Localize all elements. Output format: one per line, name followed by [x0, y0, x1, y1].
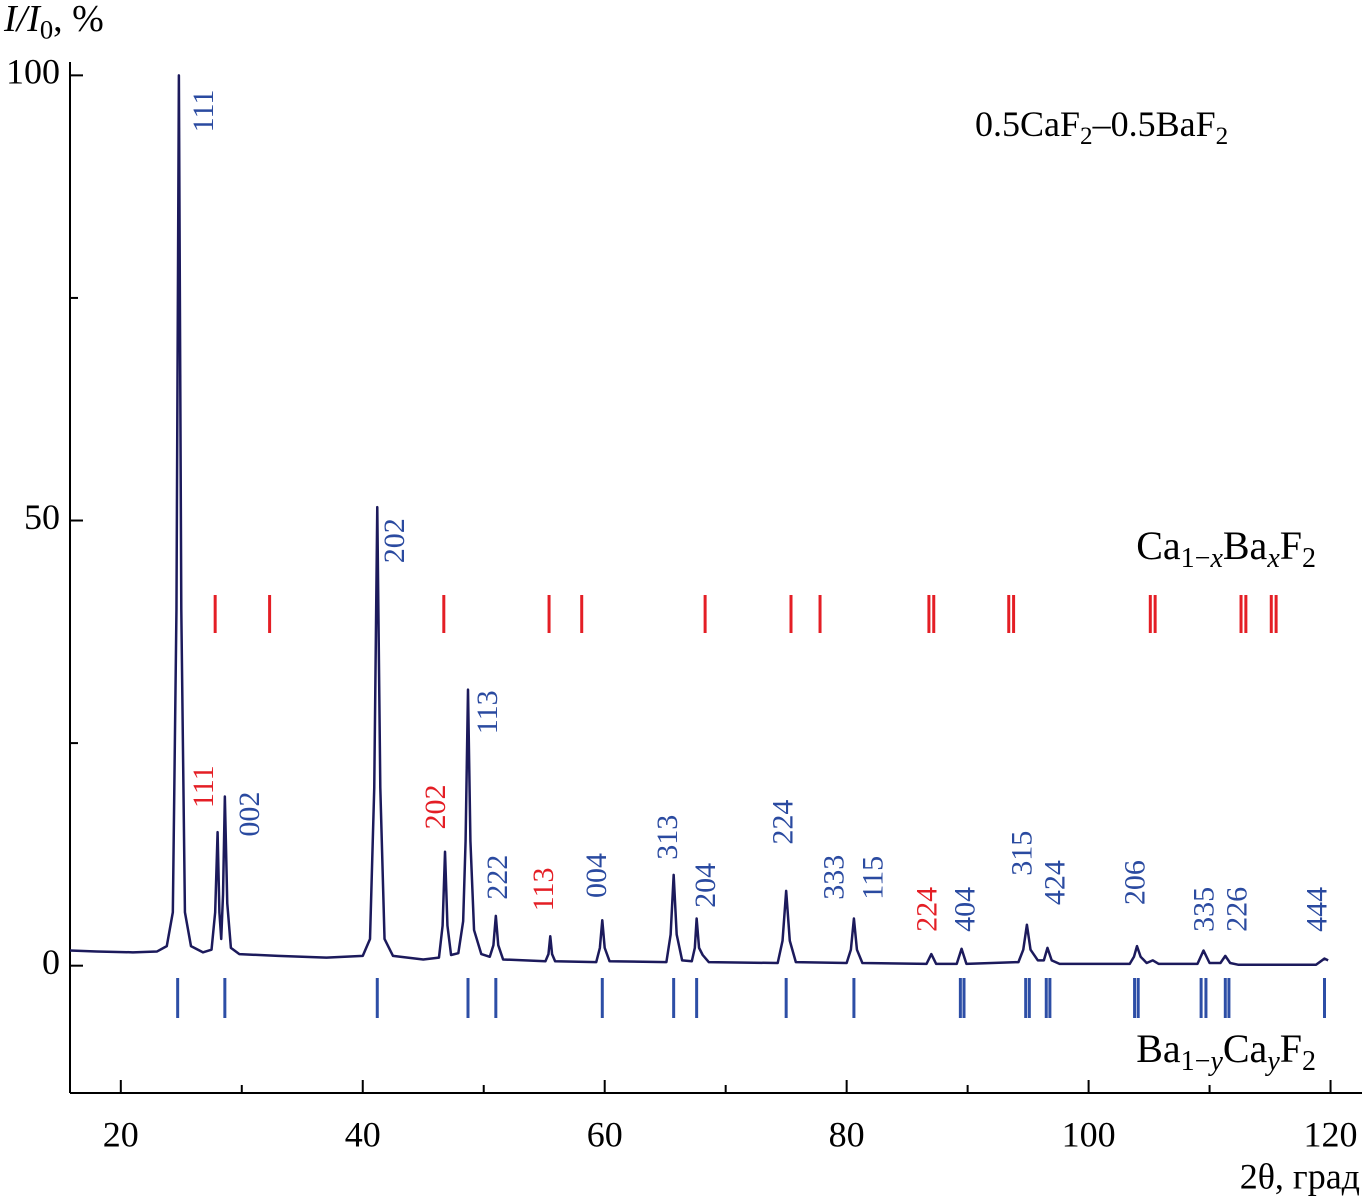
peak-label: 335 — [1188, 887, 1221, 932]
phase-label-part: Ca — [1136, 523, 1181, 568]
peak-label: 115 — [857, 856, 890, 900]
y-axis-label: I/I0, % — [3, 0, 104, 45]
y-tick-label: 0 — [42, 942, 60, 982]
y-axis-label-part: , % — [53, 0, 104, 40]
phase-label-part: 2 — [1302, 544, 1316, 575]
chart-title-part: –0.5BaF — [1092, 104, 1216, 144]
peak-label: 404 — [949, 887, 982, 932]
peak-label: 113 — [471, 690, 504, 734]
phase-label-part: x — [1209, 544, 1223, 575]
peak-label: 004 — [580, 853, 613, 898]
phase-label-part: y — [1207, 1047, 1223, 1078]
peak-label: 222 — [481, 855, 514, 900]
x-tick-label: 60 — [587, 1114, 623, 1154]
x-tick-label: 80 — [829, 1114, 865, 1154]
phase-label: Ca1−xBaxF2 — [1136, 523, 1316, 574]
peak-label: 226 — [1221, 887, 1254, 932]
y-tick-label: 50 — [24, 497, 60, 537]
chart-title: 0.5CaF2–0.5BaF2 — [975, 104, 1228, 150]
peak-label: 111 — [187, 90, 220, 133]
phase-label-part: Ca — [1223, 1026, 1268, 1071]
pattern-line — [69, 74, 1329, 967]
y-axis-label-part: I/I — [3, 0, 42, 40]
peak-label: 315 — [1006, 831, 1039, 876]
peak-label: 202 — [419, 784, 452, 829]
peak-label: 333 — [818, 855, 851, 900]
phase-label-part: Ba — [1223, 523, 1268, 568]
phase-label: Ba1−yCayF2 — [1136, 1026, 1316, 1077]
x-tick-label: 40 — [345, 1114, 381, 1154]
phase-label-part: x — [1266, 544, 1280, 575]
peak-label: 111 — [187, 765, 220, 808]
phase-label-part: 1− — [1181, 544, 1211, 575]
phase-label-part: 1− — [1181, 1047, 1211, 1078]
peak-label: 202 — [378, 518, 411, 563]
peak-label: 224 — [911, 887, 944, 932]
peak-label: 444 — [1301, 887, 1334, 932]
y-tick-label: 100 — [6, 52, 60, 92]
peak-label: 113 — [527, 867, 560, 911]
peak-label: 204 — [689, 863, 722, 908]
x-axis-label: 2θ, град — [1240, 1156, 1360, 1196]
phase-label-part: Ba — [1136, 1026, 1181, 1071]
peak-label: 224 — [767, 800, 800, 845]
phase-label-part: F — [1280, 1026, 1302, 1071]
peak-label: 002 — [233, 792, 266, 837]
chart-title-part: 2 — [1216, 123, 1229, 150]
x-tick-label: 120 — [1304, 1114, 1358, 1154]
peak-label: 424 — [1039, 860, 1072, 905]
chart-title-part: 0.5CaF — [975, 104, 1080, 144]
x-tick-label: 100 — [1062, 1114, 1116, 1154]
phase-label-part: F — [1280, 523, 1302, 568]
chart-title-part: 2 — [1080, 123, 1093, 150]
y-axis-label-part: 0 — [40, 15, 53, 45]
phase-label-part: 2 — [1302, 1047, 1316, 1078]
phase-label-part: y — [1264, 1047, 1280, 1078]
x-tick-label: 20 — [103, 1114, 139, 1154]
peak-label: 313 — [651, 815, 684, 860]
peak-label: 206 — [1119, 860, 1152, 905]
